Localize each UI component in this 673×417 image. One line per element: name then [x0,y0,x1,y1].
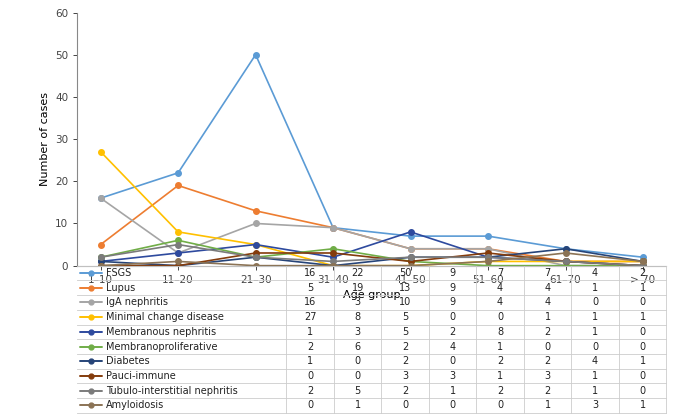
Text: 0: 0 [592,297,598,307]
Text: 2: 2 [307,342,314,352]
Text: 1: 1 [497,342,503,352]
Text: 0: 0 [450,312,456,322]
Text: Tubulo-interstitial nephritis: Tubulo-interstitial nephritis [106,386,238,396]
Text: 0: 0 [639,327,645,337]
Text: 3: 3 [402,371,409,381]
Text: 50: 50 [399,268,411,278]
Text: Diabetes: Diabetes [106,356,149,366]
Text: 2: 2 [307,386,314,396]
Text: 5: 5 [307,283,314,293]
Text: 2: 2 [544,327,551,337]
Text: 2: 2 [450,327,456,337]
Text: 5: 5 [355,386,361,396]
Text: 1: 1 [592,386,598,396]
Text: 2: 2 [544,356,551,366]
Text: 13: 13 [399,283,411,293]
Y-axis label: Number of cases: Number of cases [40,92,50,186]
Text: 1: 1 [307,356,313,366]
Text: 27: 27 [304,312,316,322]
Text: 4: 4 [497,283,503,293]
Text: 3: 3 [355,297,361,307]
Text: Lupus: Lupus [106,283,135,293]
Text: 0: 0 [639,386,645,396]
Text: 0: 0 [355,371,361,381]
Text: 4: 4 [592,268,598,278]
Text: 1: 1 [450,386,456,396]
Text: 1: 1 [592,371,598,381]
X-axis label: Age group: Age group [343,290,400,300]
Text: 2: 2 [497,356,503,366]
Text: Minimal change disease: Minimal change disease [106,312,223,322]
Text: 0: 0 [450,356,456,366]
Text: 3: 3 [544,371,551,381]
Text: 19: 19 [351,283,364,293]
Text: 16: 16 [304,268,316,278]
Text: 1: 1 [544,400,551,410]
Text: 1: 1 [497,371,503,381]
Text: IgA nephritis: IgA nephritis [106,297,168,307]
Text: 4: 4 [450,342,456,352]
Text: Pauci-immune: Pauci-immune [106,371,176,381]
Text: 0: 0 [307,371,313,381]
Text: 4: 4 [544,297,551,307]
Text: 4: 4 [544,283,551,293]
Text: 1: 1 [544,312,551,322]
Text: 1: 1 [592,312,598,322]
Text: 10: 10 [399,297,411,307]
Text: 0: 0 [450,400,456,410]
Text: 5: 5 [402,312,409,322]
Text: 0: 0 [639,297,645,307]
Text: 9: 9 [450,283,456,293]
Text: 6: 6 [355,342,361,352]
Text: 1: 1 [307,327,313,337]
Text: 1: 1 [639,400,645,410]
Text: 1: 1 [639,283,645,293]
Text: 2: 2 [497,386,503,396]
Text: 0: 0 [307,400,313,410]
Text: 1: 1 [639,312,645,322]
Text: 1: 1 [639,356,645,366]
Text: 3: 3 [592,400,598,410]
Text: 1: 1 [592,283,598,293]
Text: 16: 16 [304,297,316,307]
Text: 0: 0 [592,342,598,352]
Text: 9: 9 [450,268,456,278]
Text: 3: 3 [355,327,361,337]
Text: 4: 4 [592,356,598,366]
Text: 8: 8 [497,327,503,337]
Text: 9: 9 [450,297,456,307]
Text: 3: 3 [450,371,456,381]
Text: 0: 0 [402,400,409,410]
Text: 2: 2 [402,342,409,352]
Text: Membranoproliferative: Membranoproliferative [106,342,217,352]
Text: FSGS: FSGS [106,268,131,278]
Text: 2: 2 [544,386,551,396]
Text: 8: 8 [355,312,361,322]
Text: 0: 0 [544,342,551,352]
Text: 0: 0 [355,356,361,366]
Text: 4: 4 [497,297,503,307]
Text: 0: 0 [497,312,503,322]
Text: 22: 22 [351,268,364,278]
Text: 0: 0 [639,342,645,352]
Text: 0: 0 [497,400,503,410]
Text: Membranous nephritis: Membranous nephritis [106,327,216,337]
Text: 1: 1 [355,400,361,410]
Text: Amyloidosis: Amyloidosis [106,400,164,410]
Text: 0: 0 [639,371,645,381]
Text: 7: 7 [497,268,503,278]
Text: 2: 2 [639,268,645,278]
Text: 2: 2 [402,356,409,366]
Text: 1: 1 [592,327,598,337]
Text: 5: 5 [402,327,409,337]
Text: 7: 7 [544,268,551,278]
Text: 2: 2 [402,386,409,396]
